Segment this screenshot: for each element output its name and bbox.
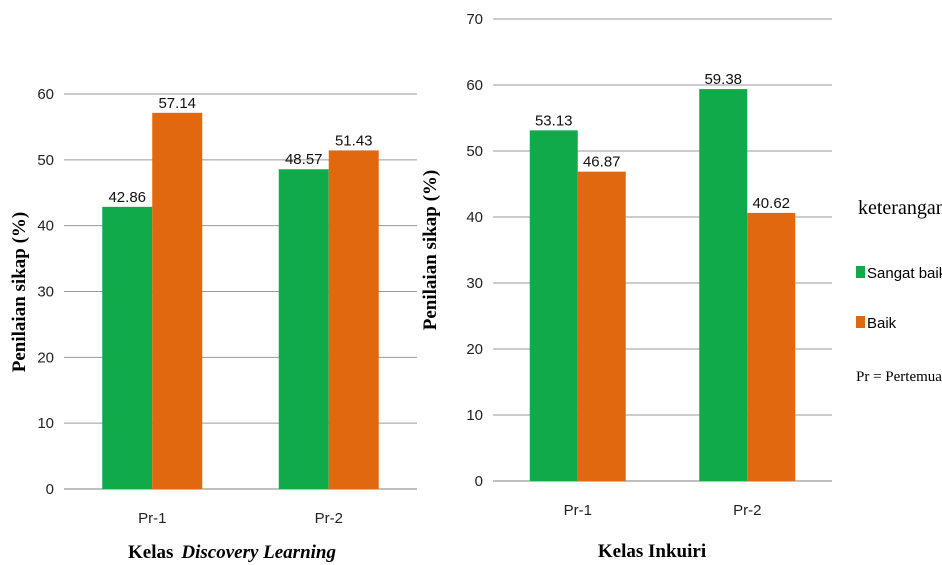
chart-inkuiri: 0 10 20 30 40 50 60 70 53.13 46.87 59.38 40.62 Pr-… xyxy=(420,11,832,562)
x-axis-title: Kelas Inkuiri xyxy=(598,541,706,562)
y-tick-label: 60 xyxy=(37,86,54,103)
bar-sangat-baik-pr-2 xyxy=(278,169,329,489)
y-tick-label: 30 xyxy=(466,275,483,292)
data-label: 59.38 xyxy=(704,71,742,88)
y-tick-labels: 0 10 20 30 40 50 60 xyxy=(37,86,54,498)
bars xyxy=(102,112,379,490)
y-tick-label: 60 xyxy=(466,77,483,94)
y-tick-label: 30 xyxy=(37,284,54,301)
data-label: 46.87 xyxy=(583,154,621,171)
y-tick-label: 50 xyxy=(466,143,483,160)
legend-label-sangat-baik: Sangat baik xyxy=(867,265,942,282)
legend: keterangan Sangat baik Baik Pr = Pertemu… xyxy=(856,197,942,385)
y-tick-labels: 0 10 20 30 40 50 60 70 xyxy=(466,11,483,490)
x-axis-title: Kelas Discovery Learning xyxy=(128,542,336,563)
y-tick-label: 0 xyxy=(475,473,483,490)
x-tick-label: Pr-1 xyxy=(564,502,592,519)
x-tick-labels: Pr-1 Pr-2 xyxy=(564,502,762,519)
data-label: 57.14 xyxy=(158,95,196,112)
legend-swatch-baik xyxy=(856,316,865,328)
data-label: 40.62 xyxy=(752,195,790,212)
x-tick-labels: Pr-1 Pr-2 xyxy=(138,510,343,527)
y-tick-label: 0 xyxy=(46,481,54,498)
bar-baik-pr-2 xyxy=(328,150,379,489)
bars xyxy=(529,89,796,482)
y-tick-label: 70 xyxy=(466,11,483,28)
data-label: 51.43 xyxy=(335,132,373,149)
y-tick-label: 50 xyxy=(37,152,54,169)
x-axis-title-prefix: Kelas xyxy=(128,542,173,563)
x-tick-label: Pr-1 xyxy=(138,510,166,527)
y-tick-label: 20 xyxy=(466,341,483,358)
legend-swatch-sangat-baik xyxy=(856,266,865,278)
x-tick-label: Pr-2 xyxy=(315,510,343,527)
data-label: 53.13 xyxy=(535,112,573,129)
legend-note: Pr = Pertemuan xyxy=(856,369,942,385)
bar-sangat-baik-pr-2 xyxy=(699,89,748,481)
data-labels: 42.86 57.14 48.57 51.43 xyxy=(108,95,372,206)
y-axis-title: Penilaian sikap (%) xyxy=(420,170,441,330)
bar-sangat-baik-pr-1 xyxy=(102,206,153,490)
data-labels: 53.13 46.87 59.38 40.62 xyxy=(535,71,790,212)
legend-title: keterangan xyxy=(858,197,942,219)
bar-baik-pr-2 xyxy=(747,212,796,481)
legend-label-baik: Baik xyxy=(867,315,897,332)
bar-baik-pr-1 xyxy=(577,171,626,481)
y-tick-label: 40 xyxy=(466,209,483,226)
y-axis-title: Penilaian sikap (%) xyxy=(9,212,30,372)
y-tick-label: 20 xyxy=(37,349,54,366)
y-tick-label: 40 xyxy=(37,218,54,235)
bar-sangat-baik-pr-1 xyxy=(529,130,578,482)
x-tick-label: Pr-2 xyxy=(733,502,761,519)
y-tick-label: 10 xyxy=(37,415,54,432)
data-label: 42.86 xyxy=(108,189,146,206)
x-axis-title-emphasis: Discovery Learning xyxy=(180,542,336,563)
y-tick-label: 10 xyxy=(466,407,483,424)
data-label: 48.57 xyxy=(285,151,323,168)
bar-baik-pr-1 xyxy=(152,112,203,489)
